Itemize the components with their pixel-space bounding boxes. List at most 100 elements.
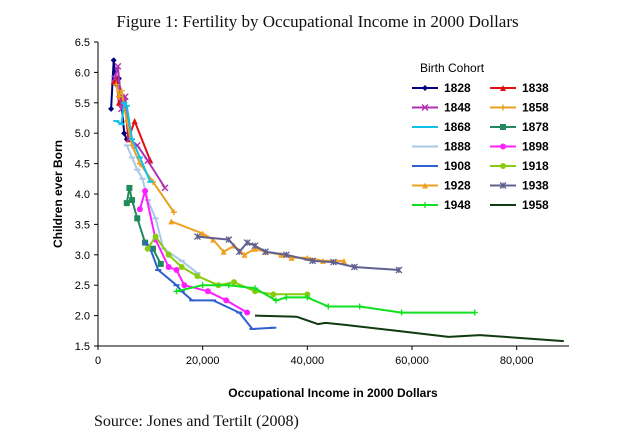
data-point-1928 bbox=[210, 236, 217, 243]
legend-item-1898: 1898 bbox=[490, 140, 549, 154]
data-point-1918 bbox=[231, 279, 238, 286]
data-point-1938 bbox=[193, 233, 201, 241]
data-point-1918 bbox=[270, 291, 277, 298]
data-point-1938 bbox=[262, 248, 269, 256]
data-point-1948 bbox=[252, 285, 258, 292]
data-point-1878 bbox=[129, 197, 136, 204]
data-point-1838 bbox=[131, 118, 138, 125]
series-line-1868 bbox=[115, 101, 152, 183]
y-tick-label: 4.5 bbox=[75, 159, 90, 171]
legend-label: 1828 bbox=[444, 81, 471, 95]
legend-label: 1918 bbox=[522, 159, 549, 173]
legend-label: 1848 bbox=[444, 101, 471, 115]
data-point-1918 bbox=[152, 233, 159, 240]
legend-swatch-marker bbox=[422, 85, 428, 91]
data-point-1938 bbox=[225, 236, 233, 244]
legend-swatch-marker bbox=[422, 182, 428, 189]
x-axis-label: Occupational Income in 2000 Dollars bbox=[228, 386, 438, 400]
data-point-1838 bbox=[110, 78, 117, 85]
data-point-1938 bbox=[282, 251, 290, 259]
data-point-1898 bbox=[165, 263, 172, 270]
series-1898 bbox=[136, 187, 251, 316]
series-1938 bbox=[193, 233, 403, 274]
series-group bbox=[108, 57, 564, 343]
legend-label: 1958 bbox=[522, 198, 549, 212]
data-point-1928 bbox=[168, 218, 175, 225]
data-point-1878 bbox=[134, 215, 141, 222]
x-tick-label: 40,000 bbox=[291, 355, 325, 367]
legend-swatch-marker bbox=[500, 124, 506, 130]
y-tick-label: 2.5 bbox=[75, 280, 90, 292]
legend-swatch-marker bbox=[500, 143, 506, 150]
data-point-1918 bbox=[194, 273, 201, 280]
data-point-1948 bbox=[283, 294, 290, 301]
data-point-1948 bbox=[272, 297, 279, 304]
data-point-1858 bbox=[115, 93, 122, 100]
legend-label: 1908 bbox=[444, 159, 471, 173]
x-tick-label: 0 bbox=[95, 355, 101, 367]
data-point-1938 bbox=[235, 248, 243, 256]
legend-label: 1878 bbox=[522, 120, 549, 134]
legend-swatch-marker bbox=[500, 104, 506, 111]
legend-swatch-marker bbox=[500, 163, 506, 169]
data-point-1918 bbox=[178, 263, 185, 270]
data-point-1918 bbox=[144, 245, 151, 252]
data-point-1898 bbox=[204, 288, 211, 295]
data-point-1898 bbox=[142, 187, 149, 194]
data-point-1898 bbox=[173, 267, 180, 273]
legend-item-1928: 1928 bbox=[412, 179, 471, 193]
legend-item-1838: 1838 bbox=[490, 81, 549, 95]
series-1848 bbox=[111, 62, 169, 192]
data-point-1928 bbox=[252, 245, 258, 252]
y-tick-label: 5.0 bbox=[75, 128, 90, 140]
series-1928 bbox=[168, 218, 347, 264]
data-point-1878 bbox=[157, 260, 164, 267]
y-tick-label: 6.5 bbox=[75, 37, 90, 49]
data-point-1898 bbox=[181, 282, 188, 289]
series-1868 bbox=[113, 101, 154, 183]
legend-title: Birth Cohort bbox=[420, 61, 485, 75]
data-point-1848 bbox=[144, 157, 152, 165]
x-tick-label: 60,000 bbox=[395, 355, 429, 367]
legend-item-1888: 1888 bbox=[412, 140, 471, 154]
y-tick-label: 4.0 bbox=[75, 189, 90, 201]
data-point-1948 bbox=[225, 282, 232, 289]
data-point-1938 bbox=[330, 258, 337, 266]
y-tick-label: 3.0 bbox=[75, 250, 90, 262]
data-point-1898 bbox=[136, 206, 143, 213]
data-point-1848 bbox=[111, 74, 119, 82]
data-point-1938 bbox=[395, 266, 403, 274]
x-tick-label: 20,000 bbox=[186, 355, 220, 367]
axis-ticks: 1.5 2.0 2.5 3.0 3.5 4.0 4.5 5.0 5.5 6.0 6.5 0 20,000… bbox=[75, 37, 534, 367]
legend-label: 1888 bbox=[444, 140, 471, 154]
legend-label: 1948 bbox=[444, 198, 471, 212]
series-line-1958 bbox=[254, 314, 564, 343]
legend-item-1918: 1918 bbox=[490, 159, 549, 173]
y-tick-label: 1.5 bbox=[75, 341, 90, 353]
data-point-1948 bbox=[471, 309, 478, 316]
y-axis-label: Children ever Born bbox=[51, 140, 65, 248]
data-point-1948 bbox=[173, 288, 180, 295]
x-tick-label: 80,000 bbox=[500, 355, 534, 367]
legend-swatch-marker bbox=[421, 104, 429, 111]
data-point-1948 bbox=[325, 303, 332, 310]
data-point-1948 bbox=[398, 309, 405, 316]
data-point-1948 bbox=[199, 282, 206, 289]
legend-item-1868: 1868 bbox=[412, 120, 471, 134]
data-point-1858 bbox=[118, 87, 125, 94]
data-point-1848 bbox=[161, 184, 169, 192]
legend-label: 1928 bbox=[444, 179, 471, 193]
legend-label: 1898 bbox=[522, 140, 549, 154]
legend: Birth Cohort 1828 1838 1848 1858 1868 1878 188… bbox=[412, 61, 549, 212]
data-point-1858 bbox=[170, 209, 177, 216]
data-point-1838 bbox=[113, 75, 120, 82]
data-point-1828 bbox=[110, 57, 117, 64]
data-point-1848 bbox=[114, 62, 122, 70]
data-point-1878 bbox=[123, 200, 130, 207]
data-point-1928 bbox=[241, 251, 248, 258]
series-1948 bbox=[173, 282, 478, 316]
data-point-1828 bbox=[121, 130, 128, 137]
series-line-1928 bbox=[170, 220, 344, 262]
data-point-1928 bbox=[220, 248, 227, 255]
